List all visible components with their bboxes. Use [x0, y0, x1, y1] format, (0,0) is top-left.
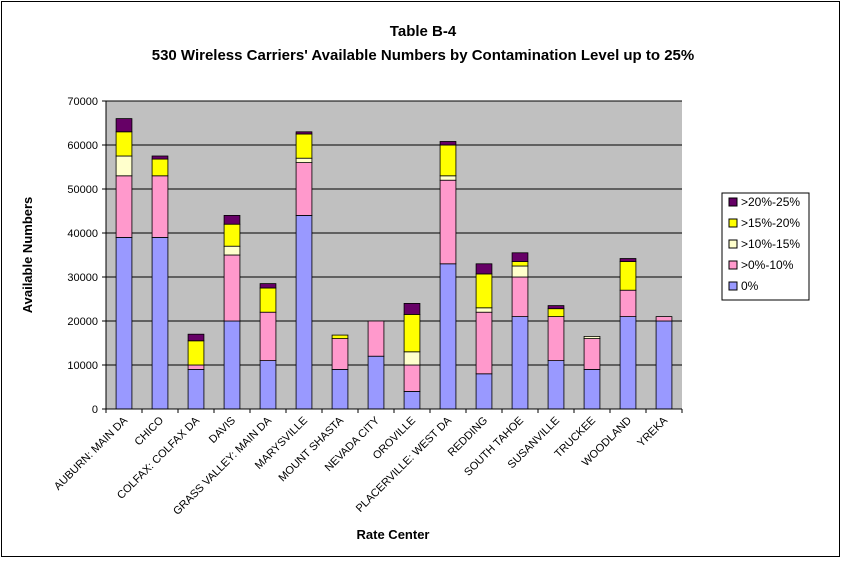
y-tick-label: 30000 — [67, 272, 98, 284]
bar-segment — [187, 333, 205, 342]
bar-segment — [223, 223, 241, 247]
bar-segment — [619, 316, 637, 410]
y-tick-label: 20000 — [67, 316, 98, 328]
bar-segment — [151, 175, 169, 238]
y-tick-label: 50000 — [67, 184, 98, 196]
legend-swatch — [728, 218, 738, 228]
bar-segment — [223, 320, 241, 410]
legend-label: >15%-20% — [741, 216, 800, 230]
bar-segment — [439, 263, 457, 410]
chart-subtitle: 530 Wireless Carriers' Available Numbers… — [152, 47, 695, 64]
x-category-label: MOUNT SHASTA — [277, 414, 347, 484]
x-axis-title: Rate Center — [357, 527, 430, 542]
bar-segment — [547, 308, 565, 317]
bar-segment — [223, 245, 241, 256]
bar-segment — [439, 141, 457, 146]
legend-label: >10%-15% — [741, 237, 800, 251]
y-tick-label: 0 — [92, 404, 98, 416]
bar-segment — [439, 144, 457, 177]
bar-segment — [403, 302, 421, 315]
bar-segment — [403, 313, 421, 353]
x-category-label: DAVIS — [207, 415, 238, 446]
x-category-label: CHICO — [133, 414, 167, 448]
bar-segment — [439, 179, 457, 265]
bar-segment — [475, 311, 493, 375]
bar-segment — [259, 283, 277, 289]
bar-segment — [655, 316, 673, 322]
bar-segment — [295, 131, 313, 135]
legend-label: 0% — [741, 279, 759, 293]
bars-group — [115, 118, 673, 410]
bar-segment — [223, 254, 241, 322]
bar-segment — [151, 155, 169, 160]
bar-segment — [403, 351, 421, 366]
bar-segment — [619, 261, 637, 291]
bar-segment — [115, 236, 133, 410]
bar-segment — [331, 334, 349, 339]
bar-segment — [547, 360, 565, 410]
bar-segment — [187, 364, 205, 370]
bar-segment — [295, 133, 313, 159]
bar-segment — [619, 258, 637, 262]
x-category-label: YREKA — [635, 414, 670, 449]
legend-label: >0%-10% — [741, 258, 794, 272]
legend-label: >20%-25% — [741, 195, 800, 209]
bar-segment — [439, 175, 457, 181]
bar-segment — [475, 273, 493, 309]
bar-segment — [115, 118, 133, 133]
bar-segment — [583, 338, 601, 370]
bar-segment — [151, 236, 169, 410]
bar-segment — [259, 360, 277, 410]
bar-segment — [331, 338, 349, 370]
bar-segment — [475, 263, 493, 275]
chart-title: Table B-4 — [390, 23, 457, 40]
legend-swatch — [728, 197, 738, 207]
bar-segment — [475, 373, 493, 410]
bar-segment — [547, 305, 565, 310]
x-category-label: AUBURN: MAIN DA — [52, 414, 131, 493]
legend: >20%-25% >15%-20% >10%-15% >0%-10% 0% — [721, 192, 810, 301]
bar-segment — [583, 335, 601, 339]
bar-segment — [151, 158, 169, 177]
bar-segment — [187, 340, 205, 366]
bar-segment — [511, 261, 529, 267]
bar-segment — [115, 155, 133, 177]
bar-segment — [367, 355, 385, 410]
bar-segment — [547, 316, 565, 362]
bar-segment — [475, 307, 493, 313]
bar-segment — [259, 287, 277, 313]
bar-segment — [511, 316, 529, 410]
bar-segment — [295, 157, 313, 163]
bar-segment — [511, 276, 529, 317]
legend-swatch — [728, 239, 738, 249]
y-tick-label: 60000 — [67, 140, 98, 152]
y-tick-label: 70000 — [67, 96, 98, 108]
bar-segment — [367, 320, 385, 357]
bar-segment — [655, 320, 673, 410]
y-tick-label: 10000 — [67, 360, 98, 372]
bar-segment — [187, 368, 205, 410]
legend-swatch — [728, 260, 738, 270]
bar-segment — [115, 175, 133, 238]
bar-segment — [583, 368, 601, 410]
bar-segment — [511, 265, 529, 278]
bar-segment — [403, 390, 421, 410]
bar-segment — [331, 368, 349, 410]
y-axis-title: Available Numbers — [20, 197, 35, 314]
bar-segment — [511, 252, 529, 263]
bar-segment — [295, 214, 313, 410]
bar-segment — [259, 311, 277, 362]
bar-segment — [295, 162, 313, 216]
bar-segment — [223, 214, 241, 225]
legend-swatch — [728, 281, 738, 291]
bar-segment — [403, 364, 421, 392]
bar-segment — [115, 131, 133, 157]
bar-segment — [619, 289, 637, 318]
y-tick-label: 40000 — [67, 228, 98, 240]
y-axis-ticks: 0 10000 20000 30000 40000 50000 60000 70000 — [67, 96, 106, 416]
